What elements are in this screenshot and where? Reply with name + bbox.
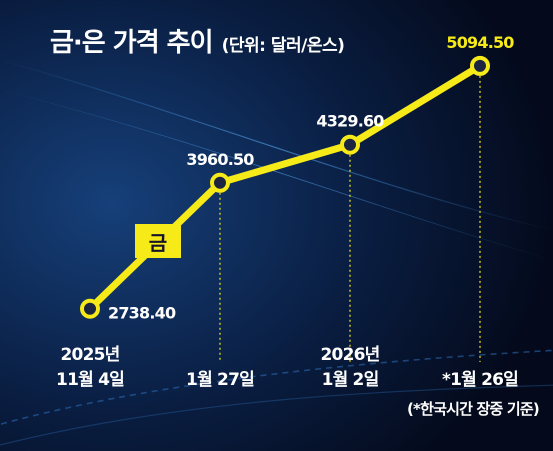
value-labels: 2738.40 3960.50 4329.60 5094.50 (108, 33, 515, 323)
value-label: 5094.50 (446, 33, 514, 52)
date-label: 1월 2일 (322, 370, 379, 390)
data-point (340, 134, 360, 155)
date-label: *1월 26일 (442, 370, 518, 390)
value-label: 4329.60 (316, 112, 384, 131)
chart-title-block: 금·은 가격 추이 (단위: 달러/온스) (50, 22, 345, 59)
value-label: 2738.40 (108, 304, 176, 323)
date-label: 2026년 (321, 345, 380, 365)
legend-gold: 금 (135, 224, 181, 258)
value-label: 3960.50 (186, 150, 254, 169)
data-point (80, 298, 100, 319)
data-point (470, 55, 490, 76)
date-label: 11월 4일 (56, 370, 124, 390)
legend-gold-label: 금 (148, 230, 168, 255)
date-label: 2025년 (61, 345, 120, 365)
chart-unit: (단위: 달러/온스) (221, 36, 345, 56)
chart-title: 금·은 가격 추이 (50, 28, 214, 58)
series-line-gold (86, 62, 484, 313)
footnote: (*한국시간 장중 기준) (406, 400, 540, 418)
date-label: 1월 27일 (186, 370, 254, 390)
data-points (80, 55, 490, 319)
drop-lines (219, 75, 481, 362)
data-point (210, 172, 230, 193)
date-labels: 2025년 11월 4일 1월 27일 2026년 1월 2일 *1월 26일 (56, 345, 519, 390)
